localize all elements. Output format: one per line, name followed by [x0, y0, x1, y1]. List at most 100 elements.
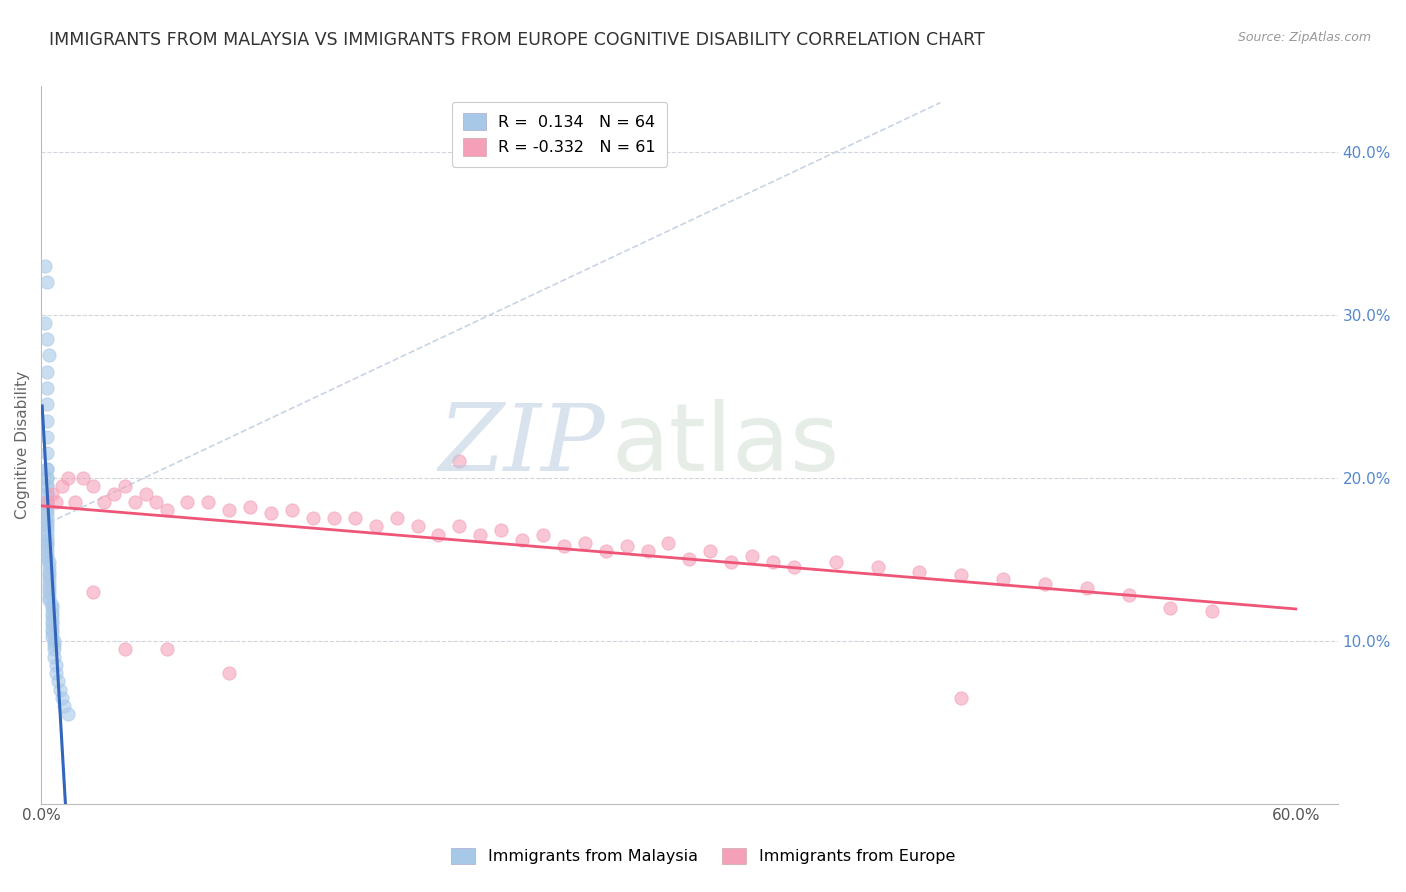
Point — [37, 552, 59, 566]
Point — [37, 511, 59, 525]
Point — [783, 560, 806, 574]
Point — [37, 332, 59, 346]
Point — [218, 503, 240, 517]
Point — [302, 511, 325, 525]
Text: atlas: atlas — [612, 399, 839, 491]
Point — [41, 617, 63, 632]
Point — [51, 479, 73, 493]
Point — [1159, 601, 1181, 615]
Point — [38, 568, 60, 582]
Point — [37, 479, 59, 493]
Point — [38, 584, 60, 599]
Point — [37, 549, 59, 563]
Point — [34, 316, 56, 330]
Point — [427, 527, 450, 541]
Point — [58, 706, 80, 721]
Point — [155, 641, 177, 656]
Point — [42, 633, 65, 648]
Point — [38, 592, 60, 607]
Point — [41, 487, 63, 501]
Point — [38, 576, 60, 591]
Point — [950, 568, 973, 582]
Point — [124, 495, 146, 509]
Point — [58, 470, 80, 484]
Point — [135, 487, 157, 501]
Point — [37, 527, 59, 541]
Point — [281, 503, 304, 517]
Point — [37, 275, 59, 289]
Point — [38, 348, 60, 362]
Point — [657, 536, 679, 550]
Text: IMMIGRANTS FROM MALAYSIA VS IMMIGRANTS FROM EUROPE COGNITIVE DISABILITY CORRELAT: IMMIGRANTS FROM MALAYSIA VS IMMIGRANTS F… — [49, 31, 986, 49]
Point — [37, 470, 59, 484]
Point — [343, 511, 366, 525]
Point — [574, 536, 596, 550]
Point — [699, 544, 721, 558]
Legend: R =  0.134   N = 64, R = -0.332   N = 61: R = 0.134 N = 64, R = -0.332 N = 61 — [453, 102, 668, 167]
Point — [37, 430, 59, 444]
Point — [531, 527, 554, 541]
Point — [37, 523, 59, 537]
Text: ZIP: ZIP — [439, 400, 605, 490]
Point — [553, 539, 575, 553]
Point — [34, 259, 56, 273]
Point — [489, 523, 512, 537]
Point — [37, 533, 59, 547]
Point — [176, 495, 198, 509]
Point — [720, 555, 742, 569]
Point — [470, 527, 492, 541]
Point — [45, 495, 67, 509]
Point — [38, 555, 60, 569]
Point — [42, 641, 65, 656]
Point — [46, 674, 69, 689]
Point — [103, 487, 125, 501]
Point — [637, 544, 659, 558]
Point — [1076, 582, 1098, 596]
Point — [38, 565, 60, 579]
Point — [260, 507, 283, 521]
Point — [45, 666, 67, 681]
Point — [616, 539, 638, 553]
Point — [991, 572, 1014, 586]
Point — [197, 495, 219, 509]
Point — [364, 519, 387, 533]
Point — [72, 470, 94, 484]
Point — [449, 519, 471, 533]
Point — [510, 533, 533, 547]
Point — [218, 666, 240, 681]
Point — [41, 622, 63, 636]
Point — [145, 495, 167, 509]
Point — [51, 690, 73, 705]
Point — [63, 495, 86, 509]
Point — [824, 555, 846, 569]
Point — [37, 479, 59, 493]
Point — [38, 560, 60, 574]
Point — [37, 413, 59, 427]
Point — [37, 446, 59, 460]
Point — [741, 549, 763, 563]
Point — [37, 503, 59, 517]
Point — [37, 507, 59, 521]
Point — [53, 698, 76, 713]
Point — [595, 544, 617, 558]
Point — [385, 511, 408, 525]
Point — [41, 631, 63, 645]
Point — [45, 658, 67, 673]
Legend: Immigrants from Malaysia, Immigrants from Europe: Immigrants from Malaysia, Immigrants fro… — [444, 841, 962, 871]
Point — [42, 639, 65, 653]
Point — [37, 381, 59, 395]
Point — [678, 552, 700, 566]
Point — [41, 598, 63, 612]
Y-axis label: Cognitive Disability: Cognitive Disability — [15, 371, 30, 519]
Point — [114, 479, 136, 493]
Point — [41, 614, 63, 628]
Point — [37, 470, 59, 484]
Point — [239, 500, 262, 514]
Point — [37, 487, 59, 501]
Point — [950, 690, 973, 705]
Point — [82, 479, 104, 493]
Point — [37, 498, 59, 512]
Point — [1033, 576, 1056, 591]
Point — [322, 511, 344, 525]
Point — [37, 544, 59, 558]
